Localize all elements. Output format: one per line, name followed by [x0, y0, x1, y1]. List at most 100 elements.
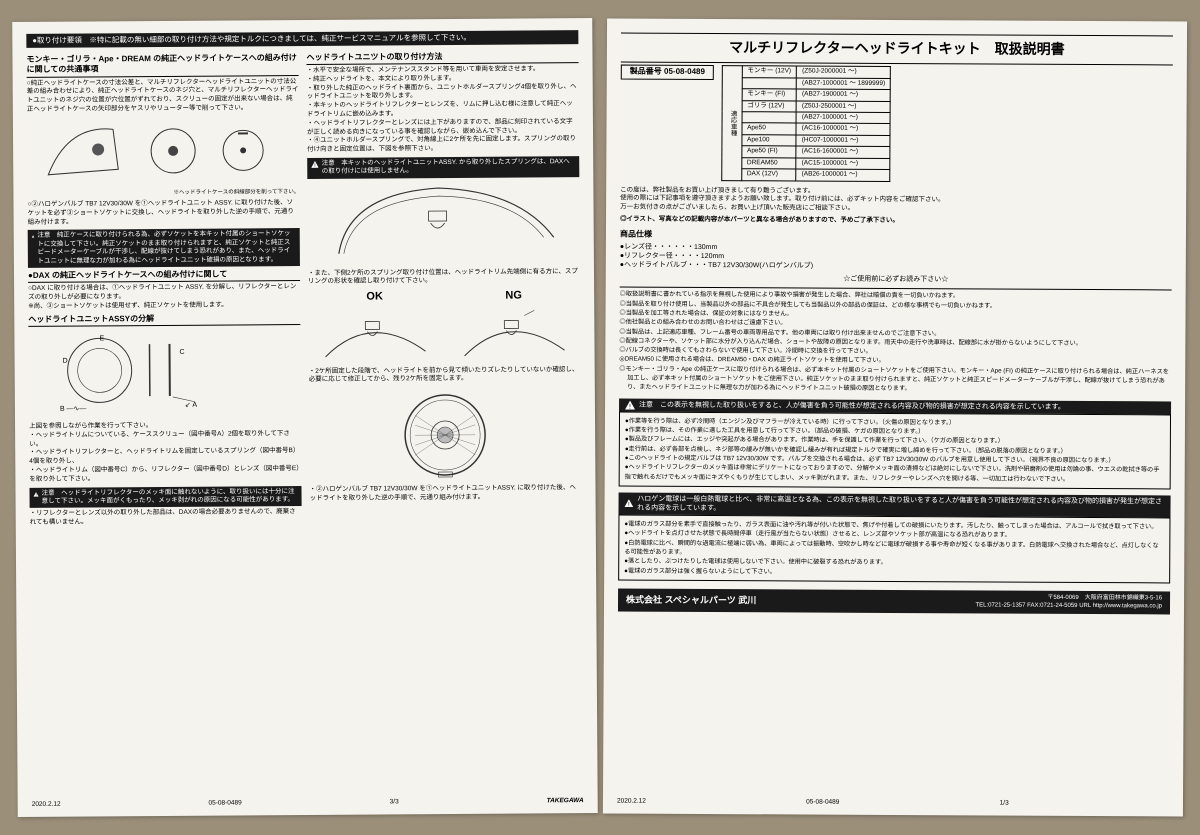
- company-footer: 株式会社 スペシャルパーツ 武川 〒584-0069 大阪府富田林市錦織東3-5…: [618, 588, 1170, 614]
- body-text: ・リフレクターとレンズ以外の取り外した部品は、DAXの場合必要ありませんので、廃…: [30, 508, 302, 527]
- headlight-case-diagram: [27, 116, 299, 188]
- document-title: マルチリフレクターヘッドライトキット 取扱説明書: [621, 38, 1173, 59]
- left-column: モンキー・ゴリラ・Ape・DREAM の純正ヘッドライトケースへの組み付けに関し…: [26, 50, 301, 531]
- footer-part-number: 05-08-0489: [208, 799, 241, 808]
- table-cell: DAX (12V): [741, 169, 796, 181]
- caution-header: ! ハロゲン電球は一般白熱電球と比べ、非常に高温となる為、この表示を無視した取り…: [618, 492, 1170, 517]
- page-footer: 2020.2.12 05-08-0489 1/3: [617, 797, 1169, 808]
- body-text: ・また、下側2ケ所のスプリング取り付け位置は、ヘッドライトリム先端側に有る方に、…: [308, 268, 580, 287]
- spec-list: ●レンズ径・・・・・・130mm ●リフレクター径・・・・120mm ●ヘッドラ…: [620, 243, 1172, 273]
- ng-example: NG: [447, 288, 581, 363]
- warning-icon: !: [32, 232, 35, 241]
- footer-page-number: 3/3: [390, 798, 399, 807]
- table-cell: (AB27-1900001 ～): [796, 89, 890, 101]
- table-cell: (AC15-1000001 ～): [796, 158, 890, 170]
- ng-label: NG: [447, 288, 580, 303]
- section-title: ヘッドライトユニツトの取り付け方法: [306, 51, 578, 65]
- table-cell: モンキー (12V): [742, 66, 797, 78]
- svg-text:!: !: [629, 403, 631, 409]
- page-footer: 2020.2.12 05-08-0489 3/3 TAKEGAWA: [32, 797, 584, 809]
- warning-text: 注意 純正ケースに取り付けられる為、必ずソケットを本キット付属のショートソケット…: [37, 230, 296, 266]
- warning-box: ! 注意 ヘッドライトリフレクターのメッキ面に触れないように、取り扱いには十分に…: [29, 486, 301, 509]
- footer-brand: TAKEGAWA: [547, 797, 584, 806]
- table-header: 適応車種: [722, 66, 742, 180]
- warning-box: ! 注意 純正ケースに取り付けられる為、必ずソケットを本キット付属のショートソケ…: [28, 228, 300, 268]
- table-cell: (HC07-1000001 ～): [796, 135, 890, 147]
- warning-box: ! 注意 本キットのヘッドライトユニットASSY. から取り外したスプリングは、…: [307, 156, 579, 179]
- ok-label: OK: [308, 289, 441, 304]
- body-text: ○②ハロゲンバルブ TB7 12V30/30W を①ヘッドライトユニット ASS…: [27, 199, 299, 227]
- table-cell: [742, 112, 797, 124]
- spec-item: ●ヘッドライトバルブ・・・TB7 12V30/30W(ハロゲンバルブ): [620, 261, 1172, 273]
- table-cell: (AB26-1000001 ～): [796, 169, 890, 181]
- warning-text: 注意 本キットのヘッドライトユニットASSY. から取り外したスプリングは、DA…: [322, 158, 576, 177]
- body-text: ・2ケ所固定した段階で、ヘッドライトを前から見て傾いたりズレたりしていないか確認…: [309, 366, 581, 385]
- table-cell: (AC16-1600001 ～): [796, 146, 890, 158]
- illustration-note: ◎イラスト、写真などの記載内容が本パーツと異なる場合がありますので、予めご了承下…: [620, 215, 1172, 227]
- warning-text: 注意 ヘッドライトリフレクターのメッキ面に触れないように、取り扱いには十分に注意…: [42, 488, 298, 507]
- table-cell: ゴリラ (12V): [742, 100, 797, 112]
- read-before-use-heading: ☆ご使用前に必ずお読み下さい☆: [620, 274, 1172, 286]
- warning-icon: !: [625, 499, 634, 508]
- footer-page-number: 1/3: [1000, 799, 1009, 807]
- right-column: ヘッドライトユニツトの取り付け方法 ・水平で安全な場所で、メンテナンススタンド等…: [306, 48, 581, 529]
- footer-part-number: 05-08-0489: [806, 798, 839, 807]
- table-cell: (AC16-1000001 ～): [796, 123, 890, 135]
- caution-box: ●電球のガラス部分を素手で直接触ったり、ガラス表面に油や汚れ等が付いた状態で、焦…: [618, 515, 1170, 584]
- caution-header-text: ハロゲン電球は一般白熱電球と比べ、非常に高温となる為、この表示を無視した取り扱い…: [637, 494, 1164, 515]
- table-cell: Ape50: [742, 123, 797, 135]
- instruction-sheet-page-1: マルチリフレクターヘッドライトキット 取扱説明書 製品番号 05-08-0489…: [603, 18, 1187, 816]
- warning-icon: !: [33, 489, 38, 498]
- body-text: 上図を参照しながら作業を行って下さい。 ・ヘッドライトリムについている、ケースス…: [29, 421, 301, 484]
- table-cell: (Z50J-2500001 ～): [796, 100, 890, 112]
- table-cell: (AB27-1000001 ～ 1899999): [797, 78, 891, 90]
- svg-text:!: !: [36, 493, 37, 497]
- instruction-sheet-page-3: ●取り付け要領 ※特に記載の無い細部の取り付け方法や規定トルクにつきましては、純…: [12, 18, 598, 817]
- caution-box: ●作業等を行う際は、必ず冷間時（エンジン及びマフラーが冷えている時）に行って下さ…: [619, 411, 1171, 489]
- table-cell: DREAM50: [741, 157, 796, 169]
- list-item: ●電球のガラス部分は強く握らないようにして下さい。: [624, 566, 1164, 578]
- spec-heading: 商品仕様: [620, 229, 1172, 242]
- footer-date: 2020.2.12: [617, 797, 646, 806]
- body-text: ・②ハロゲンバルブ TB7 12V30/30W を①ヘッドライトユニットASSY…: [309, 484, 581, 503]
- table-cell: Ape50 (FI): [741, 146, 796, 158]
- assy-exploded-diagram: D E C B —∿— ↙ A: [28, 328, 301, 420]
- table-cell: [742, 77, 797, 89]
- svg-text:D: D: [63, 357, 68, 364]
- list-item: ●ヘッドライトリフレクターのメッキ面は非常にデリケートになっておりますので、分解…: [625, 463, 1165, 484]
- product-number-box: 製品番号 05-08-0489: [621, 65, 714, 80]
- svg-text:C: C: [180, 348, 185, 355]
- two-column-layout: モンキー・ゴリラ・Ape・DREAM の純正ヘッドライトケースへの組み付けに関し…: [26, 48, 581, 531]
- svg-text:B —∿—: B —∿—: [60, 405, 87, 412]
- svg-text:↙ A: ↙ A: [185, 401, 197, 408]
- body-text: ○純正ヘッドライトケースの寸法公差と、マルチリフレクターヘッドライトユニットの寸…: [27, 78, 299, 115]
- caution-header-text: 注意 この表示を無視した取り扱いをすると、人が傷害を負う可能性が想定される内容及…: [639, 400, 1065, 411]
- svg-text:E: E: [99, 335, 104, 342]
- warning-icon: !: [625, 400, 635, 409]
- section-title: モンキー・ゴリラ・Ape・DREAM の純正ヘッドライトケースへの組み付けに関し…: [26, 53, 298, 78]
- company-name: 株式会社 スペシャルパーツ 武川: [626, 594, 756, 606]
- product-info-row: 製品番号 05-08-0489 適応車種 モンキー (12V)(Z50J-200…: [620, 65, 1173, 183]
- intro-text: この度は、弊社製品をお買い上げ頂きまして有り難うございます。 使用の際には下記事…: [620, 186, 1172, 215]
- compatibility-table: 適応車種 モンキー (12V)(Z50J-2000001 ～) (AB27-10…: [721, 65, 891, 181]
- spring-fitting-diagram: [307, 180, 580, 267]
- table-cell: Ape100: [742, 135, 797, 147]
- body-text: ・水平で安全な場所で、メンテナンススタンド等を用いて車両を安定させます。 ・純正…: [307, 65, 580, 155]
- table-cell: (AB27-1000001 ～): [796, 112, 890, 124]
- svg-text:!: !: [314, 163, 315, 169]
- ok-example: OK: [308, 289, 442, 364]
- headlight-front-view: [309, 386, 582, 483]
- usage-notes-list: ◎取扱説明書に書かれている指示を無視した使用により事故や損害が発生した場合、弊社…: [619, 290, 1172, 395]
- section-title: ヘッドライトユニットASSYの分解: [28, 313, 300, 327]
- footer-date: 2020.2.12: [32, 800, 61, 809]
- warning-icon: !: [311, 160, 319, 169]
- company-contact: TEL:0721-25-1357 FAX:0721-24-5059 URL ht…: [975, 602, 1162, 611]
- body-text: ○DAX に取り付ける場合は、①ヘッドライトユニット ASSY. を分解し、リフ…: [28, 283, 300, 311]
- section-title: ●DAX の純正ヘッドライトケースへの組み付けに関して: [28, 269, 300, 283]
- header-bar: ●取り付け要領 ※特に記載の無い細部の取り付け方法や規定トルクにつきましては、純…: [26, 30, 578, 48]
- table-cell: (Z50J-2000001 ～): [797, 66, 891, 78]
- ok-ng-comparison: OK NG: [308, 288, 581, 364]
- list-item: ◎モンキー・ゴリラ・Ape の純正ケースに取り付けられる場合は、必ず本キット付属…: [619, 364, 1171, 395]
- table-cell: モンキー (FI): [742, 89, 797, 101]
- figure-caption: ※ヘッドライトケースの斜線部分を削って下さい。: [27, 189, 299, 198]
